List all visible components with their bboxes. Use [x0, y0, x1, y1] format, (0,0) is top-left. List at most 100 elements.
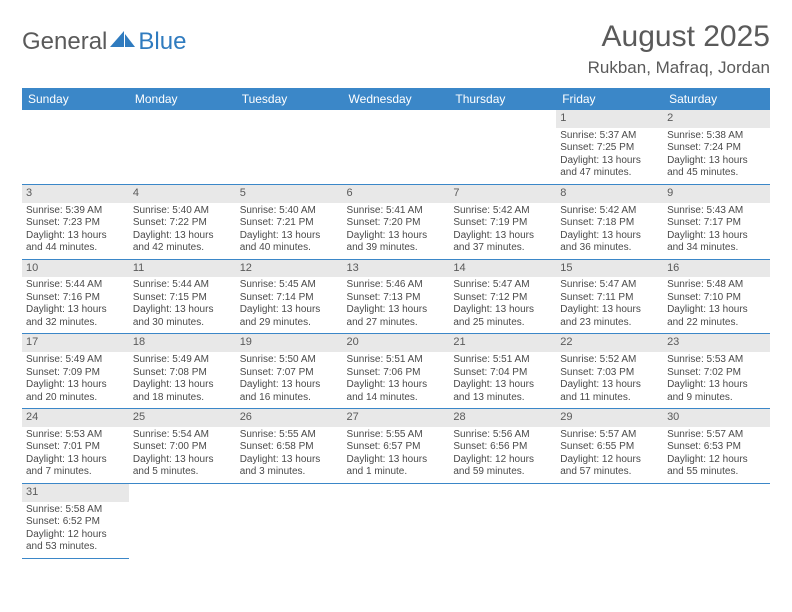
empty-cell [236, 110, 343, 184]
sunrise-line: Sunrise: 5:54 AM [133, 429, 232, 442]
sunrise-line: Sunrise: 5:45 AM [240, 279, 339, 292]
day-cell: 4Sunrise: 5:40 AMSunset: 7:22 PMDaylight… [129, 184, 236, 259]
day-number: 31 [22, 484, 129, 502]
sunset-line: Sunset: 7:15 PM [133, 292, 232, 305]
empty-cell [449, 110, 556, 184]
day-cell: 29Sunrise: 5:57 AMSunset: 6:55 PMDayligh… [556, 409, 663, 484]
day-cell: 2Sunrise: 5:38 AMSunset: 7:24 PMDaylight… [663, 110, 770, 184]
day-number: 11 [129, 260, 236, 278]
daylight-line: Daylight: 13 hours and 25 minutes. [453, 304, 552, 329]
day-number: 27 [343, 409, 450, 427]
daylight-line: Daylight: 13 hours and 44 minutes. [26, 230, 125, 255]
day-body: Sunrise: 5:46 AMSunset: 7:13 PMDaylight:… [343, 277, 450, 333]
sunset-line: Sunset: 7:03 PM [560, 367, 659, 380]
day-cell: 17Sunrise: 5:49 AMSunset: 7:09 PMDayligh… [22, 334, 129, 409]
day-body: Sunrise: 5:49 AMSunset: 7:08 PMDaylight:… [129, 352, 236, 408]
daylight-line: Daylight: 13 hours and 11 minutes. [560, 379, 659, 404]
calendar-row: 10Sunrise: 5:44 AMSunset: 7:16 PMDayligh… [22, 259, 770, 334]
day-number: 24 [22, 409, 129, 427]
day-number: 14 [449, 260, 556, 278]
location: Rukban, Mafraq, Jordan [588, 58, 770, 78]
daylight-line: Daylight: 12 hours and 57 minutes. [560, 454, 659, 479]
day-number: 1 [556, 110, 663, 128]
daylight-line: Daylight: 13 hours and 18 minutes. [133, 379, 232, 404]
daylight-line: Daylight: 13 hours and 37 minutes. [453, 230, 552, 255]
day-number: 22 [556, 334, 663, 352]
day-cell: 16Sunrise: 5:48 AMSunset: 7:10 PMDayligh… [663, 259, 770, 334]
daylight-line: Daylight: 13 hours and 45 minutes. [667, 155, 766, 180]
day-body: Sunrise: 5:55 AMSunset: 6:58 PMDaylight:… [236, 427, 343, 483]
sunrise-line: Sunrise: 5:38 AM [667, 130, 766, 143]
sunrise-line: Sunrise: 5:50 AM [240, 354, 339, 367]
day-cell: 3Sunrise: 5:39 AMSunset: 7:23 PMDaylight… [22, 184, 129, 259]
day-body: Sunrise: 5:44 AMSunset: 7:16 PMDaylight:… [22, 277, 129, 333]
sunrise-line: Sunrise: 5:48 AM [667, 279, 766, 292]
daylight-line: Daylight: 13 hours and 29 minutes. [240, 304, 339, 329]
sunrise-line: Sunrise: 5:57 AM [667, 429, 766, 442]
day-cell: 31Sunrise: 5:58 AMSunset: 6:52 PMDayligh… [22, 483, 129, 558]
day-body: Sunrise: 5:42 AMSunset: 7:19 PMDaylight:… [449, 203, 556, 259]
sunrise-line: Sunrise: 5:40 AM [240, 205, 339, 218]
empty-cell [129, 483, 236, 558]
day-number: 6 [343, 185, 450, 203]
day-cell: 22Sunrise: 5:52 AMSunset: 7:03 PMDayligh… [556, 334, 663, 409]
daylight-line: Daylight: 13 hours and 1 minute. [347, 454, 446, 479]
sunset-line: Sunset: 7:20 PM [347, 217, 446, 230]
day-cell: 28Sunrise: 5:56 AMSunset: 6:56 PMDayligh… [449, 409, 556, 484]
day-number: 2 [663, 110, 770, 128]
weekday-header: Tuesday [236, 88, 343, 110]
day-body: Sunrise: 5:40 AMSunset: 7:21 PMDaylight:… [236, 203, 343, 259]
sunrise-line: Sunrise: 5:58 AM [26, 504, 125, 517]
day-cell: 26Sunrise: 5:55 AMSunset: 6:58 PMDayligh… [236, 409, 343, 484]
sunset-line: Sunset: 7:17 PM [667, 217, 766, 230]
day-body: Sunrise: 5:44 AMSunset: 7:15 PMDaylight:… [129, 277, 236, 333]
daylight-line: Daylight: 12 hours and 53 minutes. [26, 529, 125, 554]
sunset-line: Sunset: 7:23 PM [26, 217, 125, 230]
empty-cell [663, 483, 770, 558]
day-number: 12 [236, 260, 343, 278]
day-body: Sunrise: 5:38 AMSunset: 7:24 PMDaylight:… [663, 128, 770, 184]
sunrise-line: Sunrise: 5:40 AM [133, 205, 232, 218]
empty-cell [129, 110, 236, 184]
sunrise-line: Sunrise: 5:49 AM [133, 354, 232, 367]
sunset-line: Sunset: 6:53 PM [667, 441, 766, 454]
calendar-row: 3Sunrise: 5:39 AMSunset: 7:23 PMDaylight… [22, 184, 770, 259]
day-cell: 20Sunrise: 5:51 AMSunset: 7:06 PMDayligh… [343, 334, 450, 409]
sunset-line: Sunset: 7:12 PM [453, 292, 552, 305]
empty-cell [449, 483, 556, 558]
day-body: Sunrise: 5:52 AMSunset: 7:03 PMDaylight:… [556, 352, 663, 408]
day-cell: 25Sunrise: 5:54 AMSunset: 7:00 PMDayligh… [129, 409, 236, 484]
logo-text-general: General [22, 28, 107, 56]
day-body: Sunrise: 5:53 AMSunset: 7:02 PMDaylight:… [663, 352, 770, 408]
day-cell: 30Sunrise: 5:57 AMSunset: 6:53 PMDayligh… [663, 409, 770, 484]
day-cell: 9Sunrise: 5:43 AMSunset: 7:17 PMDaylight… [663, 184, 770, 259]
sunset-line: Sunset: 6:56 PM [453, 441, 552, 454]
daylight-line: Daylight: 13 hours and 23 minutes. [560, 304, 659, 329]
day-cell: 18Sunrise: 5:49 AMSunset: 7:08 PMDayligh… [129, 334, 236, 409]
empty-cell [22, 110, 129, 184]
daylight-line: Daylight: 13 hours and 9 minutes. [667, 379, 766, 404]
calendar-row: 1Sunrise: 5:37 AMSunset: 7:25 PMDaylight… [22, 110, 770, 184]
sunrise-line: Sunrise: 5:57 AM [560, 429, 659, 442]
header: General Blue August 2025 Rukban, Mafraq,… [22, 20, 770, 78]
sunrise-line: Sunrise: 5:53 AM [667, 354, 766, 367]
day-body: Sunrise: 5:55 AMSunset: 6:57 PMDaylight:… [343, 427, 450, 483]
day-cell: 23Sunrise: 5:53 AMSunset: 7:02 PMDayligh… [663, 334, 770, 409]
day-number: 18 [129, 334, 236, 352]
sail-icon [110, 31, 136, 54]
day-number: 25 [129, 409, 236, 427]
title-block: August 2025 Rukban, Mafraq, Jordan [588, 20, 770, 78]
calendar-row: 24Sunrise: 5:53 AMSunset: 7:01 PMDayligh… [22, 409, 770, 484]
day-body: Sunrise: 5:47 AMSunset: 7:12 PMDaylight:… [449, 277, 556, 333]
empty-cell [343, 110, 450, 184]
sunrise-line: Sunrise: 5:51 AM [347, 354, 446, 367]
day-number: 28 [449, 409, 556, 427]
day-number: 5 [236, 185, 343, 203]
sunset-line: Sunset: 7:04 PM [453, 367, 552, 380]
daylight-line: Daylight: 13 hours and 32 minutes. [26, 304, 125, 329]
empty-cell [343, 483, 450, 558]
sunset-line: Sunset: 7:16 PM [26, 292, 125, 305]
daylight-line: Daylight: 12 hours and 59 minutes. [453, 454, 552, 479]
weekday-header: Wednesday [343, 88, 450, 110]
logo: General Blue [22, 20, 186, 56]
